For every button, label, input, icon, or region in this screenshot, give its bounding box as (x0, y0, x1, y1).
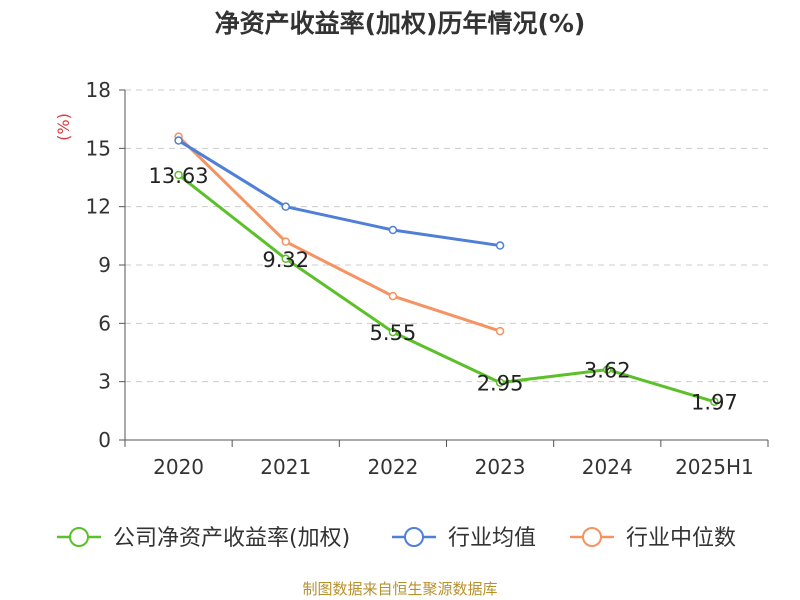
axes: 0 3 6 9 12 15 18 2020 2021 2022 2023 2024 2025H1 (86, 78, 769, 479)
data-point (281, 254, 290, 264)
series-line (177, 173, 715, 404)
x-tick-label: 2020 (153, 455, 204, 479)
x-tick-label: 2024 (582, 455, 633, 479)
y-tick-label: 3 (98, 370, 111, 394)
data-point (388, 291, 398, 301)
data-label: 13.63 (149, 164, 209, 188)
series-line (177, 135, 501, 333)
x-tick-label: 2025H1 (675, 455, 754, 479)
series-line (177, 139, 501, 248)
data-point (603, 365, 612, 374)
legend-marker-icon (69, 527, 89, 547)
data-point (281, 202, 290, 211)
legend-label: 公司净资产收益率(加权) (113, 526, 350, 551)
data-point (495, 378, 505, 387)
data-point (174, 170, 183, 180)
y-tick-label: 6 (98, 311, 111, 335)
grid-lines (125, 89, 768, 383)
data-label: 1.97 (691, 391, 738, 415)
data-point (281, 237, 290, 246)
data-point (495, 326, 505, 336)
legend-label: 行业中位数 (626, 526, 736, 551)
data-point (388, 225, 398, 235)
x-tick-label: 2022 (367, 455, 418, 479)
y-tick-label: 0 (98, 428, 111, 452)
y-tick-label: 15 (86, 136, 111, 160)
x-tick-label: 2023 (475, 455, 526, 479)
chart-title: 净资产收益率(加权)历年情况(%) (214, 9, 586, 38)
y-tick-label: 18 (86, 78, 111, 102)
y-tick-label: 9 (98, 253, 111, 277)
legend: 公司净资产收益率(加权) 行业均值 行业中位数 (57, 526, 736, 551)
data-label: 3.62 (584, 359, 631, 383)
data-point (710, 397, 719, 406)
legend-marker-icon (582, 527, 602, 547)
y-tick-label: 12 (86, 195, 111, 219)
series-lines (174, 132, 719, 406)
y-axis-unit-label: (%) (54, 113, 73, 141)
data-label: 2.95 (477, 372, 524, 396)
data-point (495, 241, 505, 250)
x-tick-label: 2021 (260, 455, 311, 479)
data-point (388, 327, 398, 337)
legend-marker-icon (404, 527, 424, 547)
data-label: 5.55 (370, 321, 417, 345)
data-point (174, 136, 183, 145)
legend-label: 行业均值 (448, 526, 536, 551)
data-labels: 13.63 9.32 5.55 2.95 3.62 1.97 (149, 164, 738, 415)
data-label: 9.32 (262, 248, 309, 272)
data-source-note: 制图数据来自恒生聚源数据库 (302, 580, 498, 598)
